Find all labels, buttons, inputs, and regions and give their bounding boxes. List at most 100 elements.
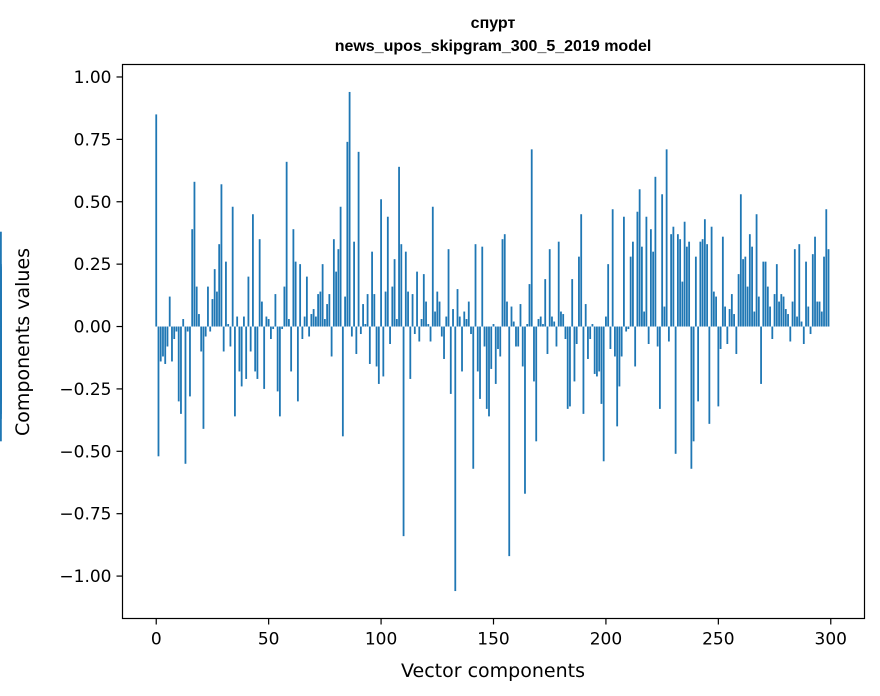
bar-13: [184, 326, 187, 464]
bar-3: [162, 326, 164, 357]
bar-186: [573, 326, 576, 382]
bar-40: [245, 326, 248, 379]
bar-212: [632, 241, 634, 327]
x-axis-ticks: 0 50 100 150 200 250 300: [151, 618, 847, 650]
bar-244: [703, 219, 706, 327]
bar-77: [328, 294, 331, 327]
bar-156: [506, 301, 508, 327]
bar-233: [679, 239, 682, 327]
bar-29: [220, 184, 223, 327]
bar-191: [584, 304, 587, 327]
bar-111: [404, 251, 407, 327]
bar-276: [775, 264, 778, 327]
bar-252: [721, 236, 724, 327]
bar-59: [287, 319, 290, 327]
bar-245: [706, 244, 709, 327]
bar-223: [656, 326, 659, 347]
bar-220: [649, 229, 652, 327]
bar-81: [337, 249, 340, 327]
bar-200: [605, 316, 607, 327]
y-tick-label: 0.00: [74, 318, 112, 338]
bar-168: [533, 326, 535, 382]
bar-281: [787, 314, 789, 327]
bar-14: [186, 326, 189, 332]
bar-118: [420, 319, 423, 327]
bar-97: [373, 294, 376, 327]
bar-262: [744, 256, 747, 327]
bar-25: [211, 299, 214, 327]
bar-101: [382, 326, 385, 377]
bar-113: [409, 326, 412, 379]
bar-216: [641, 246, 643, 327]
bar-142: [474, 244, 477, 327]
bar-265: [751, 246, 753, 327]
bar-283: [791, 301, 794, 327]
chart-title-line-2: news_upos_skipgram_300_5_2019 model: [335, 38, 652, 55]
bar-271: [764, 261, 767, 327]
bar-266: [753, 311, 756, 327]
bar-166: [528, 284, 531, 327]
x-tick-label: 150: [477, 630, 509, 650]
bar-151: [494, 326, 497, 384]
bar-209: [625, 326, 628, 332]
bar-254: [726, 326, 729, 344]
bar-119: [422, 274, 425, 327]
bar-208: [623, 216, 625, 327]
x-tick-label: 250: [702, 630, 734, 650]
bar-117: [418, 326, 421, 342]
bar-173: [544, 279, 547, 327]
bar-217: [643, 311, 646, 327]
bar-31: [225, 261, 227, 327]
bar-268: [757, 296, 760, 327]
bar-23: [207, 286, 209, 327]
bar-10: [177, 326, 180, 402]
bar-80: [335, 271, 338, 327]
bar-211: [629, 256, 632, 327]
bar-295: [818, 301, 821, 327]
bar-62: [294, 261, 297, 327]
bar-32: [227, 324, 230, 327]
bar-103: [386, 216, 389, 327]
y-tick-label: 1.00: [74, 68, 112, 88]
bar-203: [611, 209, 614, 327]
bar-232: [676, 234, 679, 327]
bar-198: [600, 326, 603, 404]
bar-218: [645, 216, 648, 327]
bar-164: [524, 326, 526, 494]
bar-30: [222, 326, 225, 352]
bar-297: [823, 256, 825, 327]
bar-261: [742, 259, 744, 327]
bar-289: [805, 261, 807, 327]
bar-70: [312, 309, 315, 327]
bar-54: [276, 326, 279, 392]
bar-180: [560, 311, 562, 327]
bar-140: [470, 326, 472, 335]
bar-135: [458, 316, 461, 327]
bar-182: [564, 326, 567, 340]
bar-167: [530, 149, 533, 327]
bar-127: [440, 326, 443, 337]
bar-37: [238, 326, 241, 372]
bar-205: [616, 326, 619, 427]
y-tick-label: 0.75: [74, 130, 112, 150]
bar-36: [236, 316, 239, 327]
bar-85: [346, 141, 349, 327]
bar-128: [443, 326, 445, 359]
bar-137: [463, 311, 466, 327]
bar-46: [258, 239, 261, 327]
x-tick-label: 50: [258, 630, 280, 650]
bar-174: [546, 326, 549, 354]
bar-242: [699, 241, 702, 327]
bar-78: [330, 326, 333, 357]
bar-90: [357, 151, 360, 327]
bar-176: [551, 316, 553, 327]
bar-206: [618, 326, 621, 387]
bar-28: [218, 244, 221, 327]
bar-158: [510, 306, 513, 327]
bar-1: [157, 326, 160, 457]
bar-251: [719, 326, 722, 349]
bar-39: [243, 316, 245, 327]
y-axis-ticks: 1.00 0.75 0.50 0.25 0.00 −0.25 −0.50 −0.75 −1.00: [59, 68, 123, 587]
bar-184: [569, 326, 571, 407]
